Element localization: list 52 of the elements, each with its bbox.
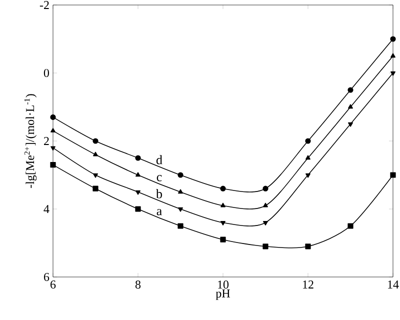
point bbox=[93, 173, 98, 178]
x-tick-label: 8 bbox=[135, 280, 141, 289]
point bbox=[348, 104, 353, 109]
point bbox=[92, 138, 98, 144]
series-label: a bbox=[156, 209, 162, 216]
point bbox=[136, 190, 140, 195]
x-tick-label: 14 bbox=[388, 280, 399, 288]
point bbox=[348, 87, 354, 93]
point bbox=[178, 207, 183, 212]
y-tick-label: 2 bbox=[44, 137, 49, 145]
point bbox=[220, 186, 226, 192]
series-label: c bbox=[156, 175, 162, 182]
point bbox=[178, 172, 184, 178]
point bbox=[263, 202, 268, 208]
point bbox=[135, 206, 141, 212]
x-tick-label: 10 bbox=[218, 280, 229, 289]
point bbox=[136, 172, 140, 177]
y-tick-label: -2 bbox=[40, 1, 49, 9]
point bbox=[93, 152, 98, 156]
point bbox=[390, 53, 396, 58]
point bbox=[50, 114, 56, 120]
point bbox=[390, 36, 396, 42]
x-tick-label: 6 bbox=[50, 280, 56, 289]
point bbox=[262, 244, 268, 250]
x-axis-title: pH bbox=[216, 289, 230, 300]
point bbox=[50, 162, 56, 168]
y-tick-label: 0 bbox=[44, 68, 50, 78]
point bbox=[305, 138, 311, 144]
y-tick-label: 6 bbox=[44, 272, 50, 282]
point bbox=[50, 128, 56, 132]
y-tick-label: 4 bbox=[44, 205, 50, 213]
point bbox=[220, 236, 226, 242]
point bbox=[178, 189, 183, 194]
point bbox=[262, 186, 268, 192]
point bbox=[348, 122, 353, 127]
point bbox=[178, 223, 184, 229]
point bbox=[306, 155, 310, 160]
point bbox=[348, 223, 354, 229]
point bbox=[135, 155, 141, 161]
point bbox=[306, 173, 310, 178]
point bbox=[50, 146, 56, 151]
point bbox=[390, 71, 396, 76]
series-label: b bbox=[156, 189, 162, 198]
point bbox=[220, 202, 226, 208]
point bbox=[390, 172, 396, 178]
x-tick-label: 12 bbox=[303, 280, 314, 288]
point bbox=[305, 244, 311, 250]
y-axis-title: -lg[Me$^{2+}$]/(mol·L$^{-1}$) bbox=[24, 94, 37, 188]
series-label: d bbox=[156, 155, 162, 164]
point bbox=[92, 186, 98, 192]
point bbox=[220, 220, 226, 226]
point bbox=[263, 220, 268, 226]
